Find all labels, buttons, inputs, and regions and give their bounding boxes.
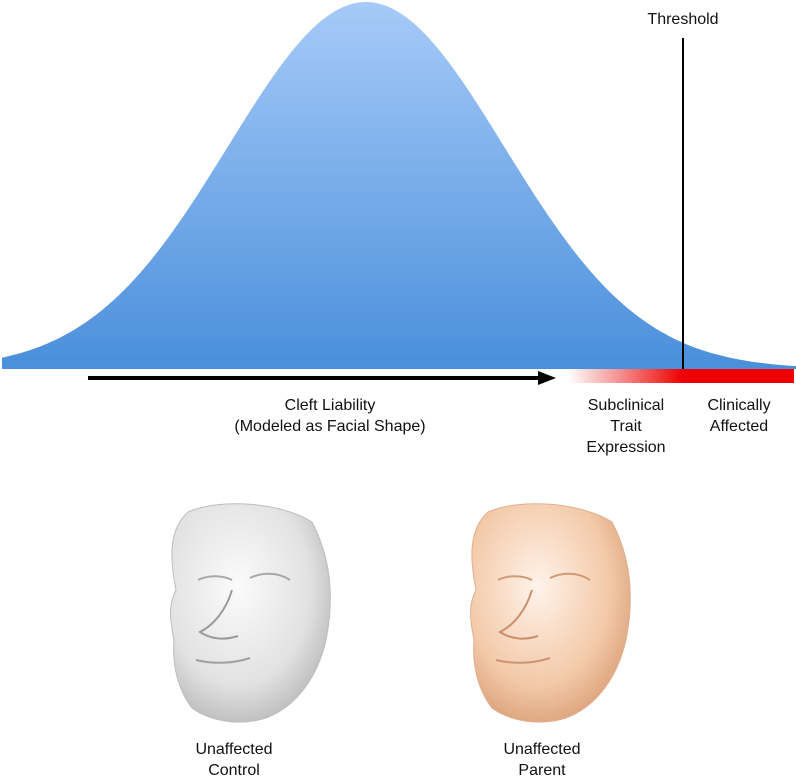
affected-bar bbox=[683, 369, 794, 383]
parent-label-line-1: Unaffected bbox=[503, 741, 581, 758]
liability-distribution-curve bbox=[2, 2, 796, 369]
parent-face-render bbox=[470, 503, 631, 723]
control-label-line-2: Control bbox=[208, 762, 260, 779]
control-face-render bbox=[170, 503, 331, 723]
affected-line-2: Affected bbox=[709, 418, 769, 435]
liability-arrow-head bbox=[538, 371, 556, 385]
liability-subtitle: (Modeled as Facial Shape) bbox=[234, 418, 426, 435]
parent-face-label: Unaffected Parent bbox=[482, 739, 602, 781]
subclinical-gradient-bar bbox=[568, 369, 683, 383]
parent-label-line-2: Parent bbox=[518, 762, 566, 779]
threshold-label: Threshold bbox=[647, 11, 719, 28]
liability-title: Cleft Liability bbox=[284, 397, 376, 414]
affected-line-1: Clinically bbox=[707, 397, 771, 414]
affected-label: Clinically Affected bbox=[684, 395, 794, 437]
liability-label: Cleft Liability (Modeled as Facial Shape… bbox=[200, 395, 460, 437]
control-face-label: Unaffected Control bbox=[174, 739, 294, 781]
control-label-line-1: Unaffected bbox=[195, 741, 273, 758]
subclinical-line-2: Trait bbox=[610, 418, 642, 435]
subclinical-line-1: Subclinical bbox=[587, 397, 665, 414]
subclinical-line-3: Expression bbox=[586, 439, 666, 456]
subclinical-label: Subclinical Trait Expression bbox=[570, 395, 682, 458]
